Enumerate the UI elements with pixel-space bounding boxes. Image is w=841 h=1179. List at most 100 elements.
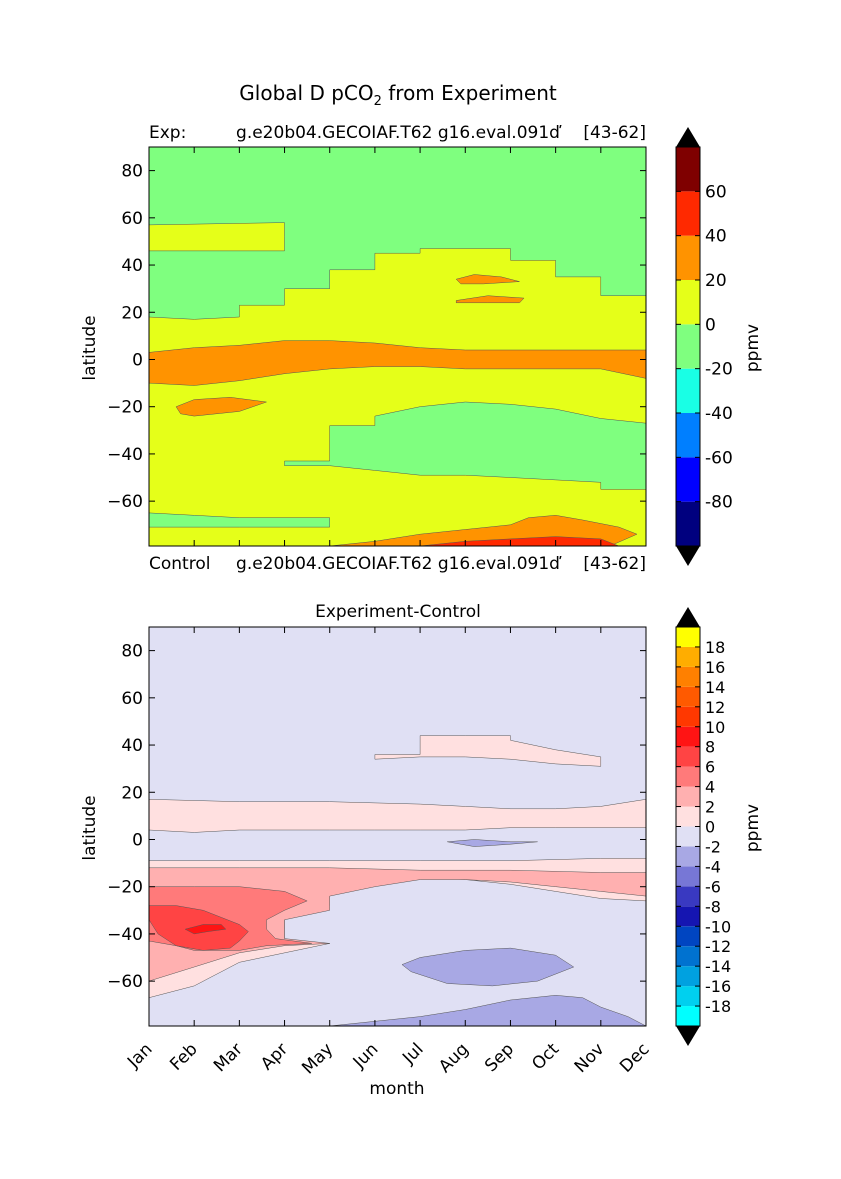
y-tick-label: 60 [121,209,143,229]
x-tick-label: Jun [349,1039,383,1073]
y-tick-label: 0 [132,830,143,850]
y-tick-label: 60 [121,689,143,709]
colorbar-experiment-label: ppmv [743,324,763,372]
colorbar-tick-label: -2 [705,837,721,856]
exp-label: Exp: [149,123,186,143]
colorbar-tick-label: 60 [705,182,727,202]
colorbar-swatch [676,986,700,1007]
colorbar-swatch [676,726,700,747]
colorbar-swatch [676,906,700,927]
y-tick-label: 80 [121,162,143,182]
colorbar-tick-label: -10 [705,917,731,936]
contour-region-5 [284,401,646,490]
colorbar-tick-label: 10 [705,718,725,737]
contour-region-0 [149,147,646,320]
colorbar-tick-label: 0 [705,818,715,837]
colorbar-swatch [676,766,700,787]
colorbar-tick-label: 6 [705,758,715,777]
y-tick-label: −60 [107,492,143,512]
y-tick-label: −40 [107,925,143,945]
diff-title: Experiment-Control [315,602,481,622]
colorbar-swatch [676,806,700,827]
exp-ylabel: latitude [80,315,100,380]
figure-title: Global D pCO2 from Experiment [239,81,557,109]
colorbar-tick-label: -20 [705,360,733,380]
colorbar-frame [675,146,701,547]
colorbar-tick-label: 0 [705,315,716,335]
plot-difference: 80 60 40 20 0 −20 −40 −60 Jan Feb Mar Apr May Jun Jul A… [107,626,654,1078]
colorbar-tick-label: 4 [705,778,715,797]
exp-years: [43-62] [583,123,646,143]
colorbar-tick-label: -60 [705,448,733,468]
colorbar-swatch [676,866,700,887]
colorbar-swatch [676,826,700,847]
control-case-name: g.e20b04.GECOIAF.T62 g16.eval.091ď [236,554,562,574]
control-label: Control [149,554,210,574]
x-tick-label: Sep [481,1039,518,1076]
colorbar-swatch [676,746,700,767]
y-tick-label: −20 [107,398,143,418]
colorbar-swatch [676,926,700,947]
y-tick-label: 0 [132,350,143,370]
y-tick-label: 40 [121,736,143,756]
colorbar-tick-label: 12 [705,698,725,717]
colorbar-swatch [676,706,700,727]
colorbar-difference-label: ppmv [743,804,763,852]
colorbar-swatch [676,324,700,369]
colorbar-experiment: 60 40 20 0 -20 -40 -60 -80 [675,127,733,566]
x-tick-label: Nov [571,1039,609,1077]
y-tick-label: 20 [121,303,143,323]
colorbar-swatch [676,191,700,236]
colorbar-swatch [676,646,700,667]
x-tick-label: Jul [398,1039,427,1068]
title-subscript: 2 [374,94,382,109]
x-tick-label: Mar [210,1039,247,1076]
contour-region-7 [401,947,575,987]
colorbar-tick-label: 18 [705,638,725,657]
colorbar-swatch [676,235,700,280]
title-main: Global D pCO [239,81,373,105]
contour-region-8 [329,995,646,1026]
colorbar-tick-label: 16 [705,658,725,677]
colorbar-swatch [676,413,700,458]
colorbar-tick-label: -80 [705,493,733,513]
colorbar-tick-label: -16 [705,977,731,996]
y-tick-label: −20 [107,878,143,898]
x-tick-label: Oct [528,1039,563,1074]
colorbar-tick-label: -6 [705,877,721,896]
contour-region-2 [175,397,267,417]
x-tick-label: Dec [616,1039,653,1076]
colorbar-swatch [676,147,700,192]
title-rest: from Experiment [382,81,557,105]
contour-region-1 [149,340,646,386]
y-tick-label: 20 [121,783,143,803]
x-tick-label: May [298,1039,337,1078]
exp-case-name: g.e20b04.GECOIAF.T62 g16.eval.091ď [236,123,562,143]
y-tick-label: −40 [107,445,143,465]
colorbar-swatch [676,280,700,325]
colorbar-tick-label: -8 [705,897,721,916]
colorbar-swatch [676,946,700,967]
colorbar-swatch [676,627,700,647]
diff-ylabel: latitude [80,795,100,860]
colorbar-swatch [676,886,700,907]
colorbar-extend-bottom [676,546,700,566]
colorbar-tick-label: 8 [705,738,715,757]
contour-region-3 [455,274,520,285]
colorbar-tick-label: -18 [705,997,731,1016]
y-tick-label: −60 [107,972,143,992]
contour-region-0 [149,799,646,833]
plot-frame [148,146,647,547]
x-tick-label: Aug [435,1039,473,1077]
contour-region-1 [374,735,602,767]
colorbar-tick-label: 40 [705,227,727,247]
colorbar-swatch [676,501,700,546]
colorbar-swatch [676,786,700,807]
y-tick-label: 40 [121,256,143,276]
colorbar-tick-label: -40 [705,404,733,424]
colorbar-tick-label: -4 [705,857,721,876]
colorbar-tick-label: -12 [705,937,731,956]
colorbar-swatch [676,686,700,707]
